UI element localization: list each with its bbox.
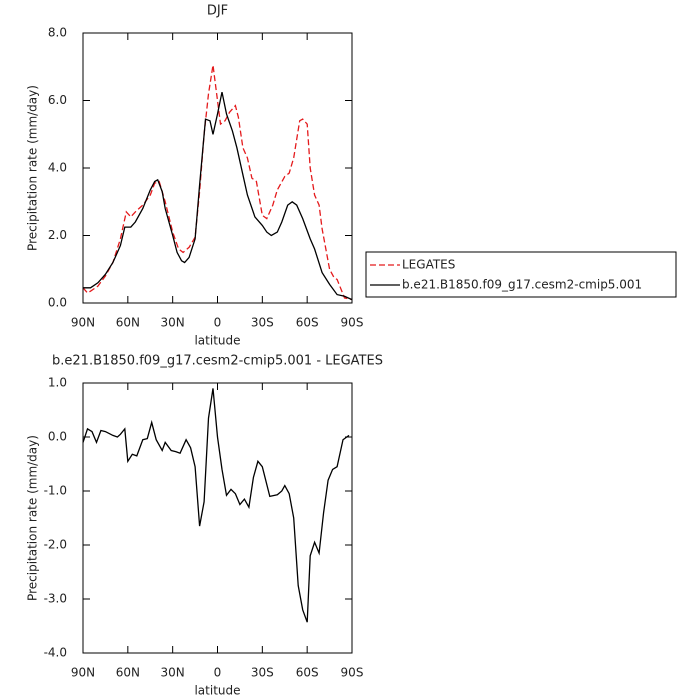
x-tick-label: 60N <box>116 316 140 330</box>
y-tick-label: 2.0 <box>48 228 67 242</box>
legend-box <box>365 251 677 298</box>
x-tick-label: 30S <box>251 666 274 680</box>
data-line <box>83 91 353 301</box>
x-tick-label: 0 <box>214 666 222 680</box>
y-tick-label: 0.0 <box>48 296 67 310</box>
plot-frame <box>82 32 353 304</box>
y-tick-label: -3.0 <box>44 592 67 606</box>
x-tick-label: 90N <box>71 316 95 330</box>
y-tick-label: -1.0 <box>44 484 67 498</box>
x-axis-label: latitude <box>194 334 240 348</box>
legend-label: b.e21.B1850.f09_g17.cesm2-cmip5.001 <box>402 278 642 292</box>
x-tick-label: 0 <box>214 316 222 330</box>
y-tick-label: -4.0 <box>44 646 67 660</box>
y-tick-label: 0.0 <box>48 430 67 444</box>
plot-frame <box>82 382 353 654</box>
x-tick-label: 90S <box>341 316 364 330</box>
x-tick-label: 60N <box>116 666 140 680</box>
y-tick-label: 6.0 <box>48 93 67 107</box>
y-tick-label: 4.0 <box>48 161 67 175</box>
data-line <box>82 388 350 623</box>
x-tick-label: 30N <box>161 316 185 330</box>
legend-label: LEGATES <box>402 258 455 272</box>
data-line <box>82 64 353 301</box>
x-tick-label: 60S <box>296 666 319 680</box>
chart-title: b.e21.B1850.f09_g17.cesm2-cmip5.001 - LE… <box>52 354 383 369</box>
y-tick-label: -2.0 <box>44 538 67 552</box>
x-tick-label: 90N <box>71 666 95 680</box>
y-tick-label: 1.0 <box>48 376 67 390</box>
x-axis-label: latitude <box>194 684 240 698</box>
x-tick-label: 30S <box>251 316 274 330</box>
x-tick-label: 30N <box>161 666 185 680</box>
y-tick-label: 8.0 <box>48 26 67 40</box>
x-tick-label: 90S <box>341 666 364 680</box>
chart-title: DJF <box>207 4 228 19</box>
x-tick-label: 60S <box>296 316 319 330</box>
y-axis-label: Precipitation rate (mm/day) <box>26 85 40 251</box>
y-axis-label: Precipitation rate (mm/day) <box>26 435 40 601</box>
